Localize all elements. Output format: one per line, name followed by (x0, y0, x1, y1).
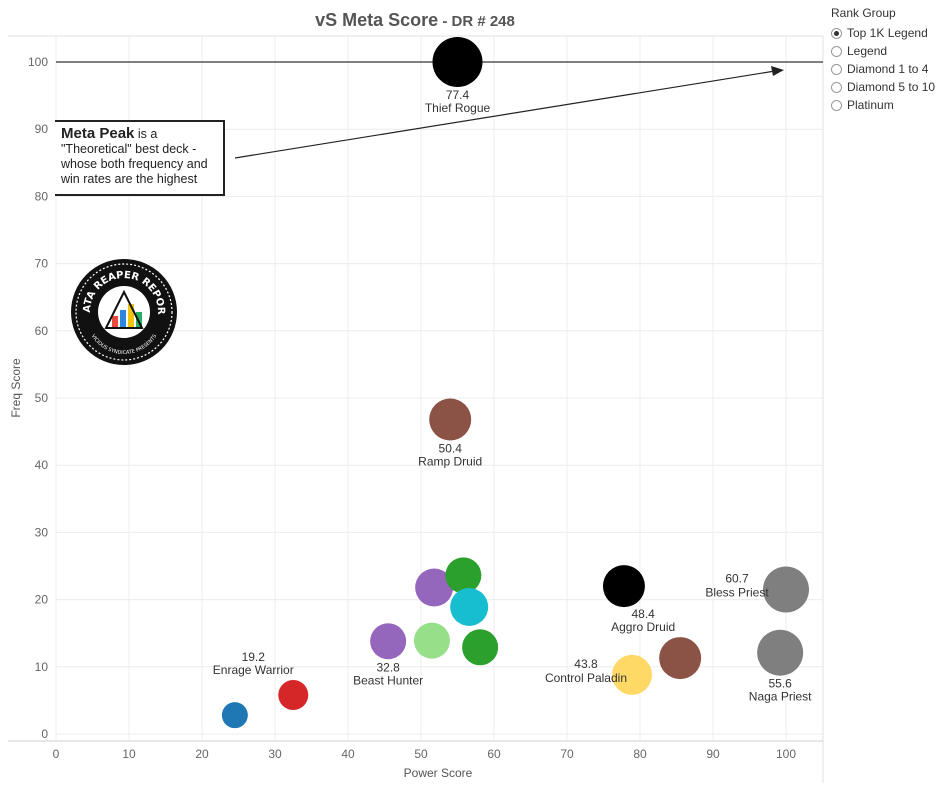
deck-point (659, 637, 702, 680)
y-tick-label: 80 (35, 189, 49, 203)
rank-option-diamond-1-4[interactable]: Diamond 1 to 4 (831, 60, 935, 78)
x-tick-label: 10 (122, 747, 136, 761)
y-tick-label: 20 (35, 593, 49, 607)
y-tick-label: 30 (35, 525, 49, 539)
y-tick-label: 70 (35, 257, 49, 271)
deck-point (445, 557, 482, 594)
radio-icon[interactable] (831, 99, 842, 111)
y-axis-title: Freq Score (9, 358, 23, 418)
rank-group-title: Rank Group (831, 6, 896, 20)
y-tick-label: 10 (35, 660, 49, 674)
point-name-label: Bless Priest (705, 586, 769, 600)
rank-option-label: Legend (847, 44, 888, 58)
rank-group-filter: Rank Group Top 1K Legend Legend Diamond … (831, 6, 935, 114)
radio-icon[interactable] (831, 45, 842, 57)
point-value-label: 43.8 (574, 657, 598, 671)
radio-selected-icon[interactable] (831, 27, 842, 39)
callout-bold: Meta Peak (61, 125, 135, 142)
y-tick-label: 50 (35, 391, 49, 405)
deck-point (429, 398, 472, 441)
point-value-label: 19.2 (242, 650, 266, 664)
point-value-label: 77.4 (446, 88, 470, 102)
point-name-label: Aggro Druid (611, 620, 675, 634)
radio-icon[interactable] (831, 81, 842, 93)
rank-option-label: Platinum (847, 98, 894, 112)
point-name-label: Enrage Warrior (213, 663, 294, 677)
x-tick-label: 30 (268, 747, 282, 761)
callout-arrow-line (234, 70, 776, 159)
point-name-label: Ramp Druid (418, 455, 482, 469)
radio-icon[interactable] (831, 63, 842, 75)
point-value-label: 48.4 (631, 607, 655, 621)
x-tick-label: 100 (776, 747, 796, 761)
rank-option-platinum[interactable]: Platinum (831, 96, 935, 114)
chart-title: vS Meta Score - DR # 248 (0, 10, 830, 31)
x-tick-label: 80 (633, 747, 647, 761)
deck-point (611, 654, 652, 695)
point-name-label: Naga Priest (749, 690, 812, 704)
deck-point (757, 629, 804, 676)
point-name-label: Thief Rogue (425, 101, 491, 115)
rank-option-diamond-5-10[interactable]: Diamond 5 to 10 (831, 78, 935, 96)
callout-text: is a "Theoretical" best deck - whose bot… (61, 127, 208, 186)
point-value-label: 55.6 (768, 677, 792, 691)
rank-option-label: Diamond 5 to 10 (847, 80, 936, 94)
deck-point (415, 568, 454, 607)
y-tick-label: 40 (35, 458, 49, 472)
y-tick-label: 0 (41, 727, 48, 741)
deck-point (370, 623, 407, 660)
chart-subtitle: - DR # 248 (438, 13, 515, 30)
x-tick-label: 50 (414, 747, 428, 761)
deck-point (763, 566, 809, 613)
deck-point (432, 37, 483, 87)
deck-point (221, 702, 248, 729)
x-tick-label: 60 (487, 747, 501, 761)
point-value-label: 50.4 (439, 442, 463, 456)
point-value-label: 60.7 (725, 572, 749, 586)
point-name-label: Beast Hunter (353, 673, 423, 687)
deck-point (602, 565, 645, 608)
x-axis-title: Power Score (404, 766, 473, 780)
rank-option-legend[interactable]: Legend (831, 42, 935, 60)
data-reaper-logo: DATA REAPER REPORT VICIOUS SYNDICATE PRE… (70, 258, 177, 365)
y-tick-label: 100 (28, 55, 48, 69)
point-value-label: 32.8 (376, 660, 400, 674)
meta-peak-callout: Meta Peak is a "Theoretical" best deck -… (55, 120, 225, 196)
deck-point (450, 587, 489, 626)
point-name-label: Control Paladin (545, 671, 627, 685)
y-tick-label: 90 (35, 122, 49, 136)
chart-title-main: vS Meta Score (315, 10, 439, 30)
x-tick-label: 20 (195, 747, 209, 761)
x-tick-label: 0 (53, 747, 60, 761)
callout-arrowhead (771, 66, 784, 76)
rank-option-top-1k-legend[interactable]: Top 1K Legend (831, 24, 935, 42)
x-tick-label: 70 (560, 747, 574, 761)
deck-point (278, 680, 309, 711)
rank-option-label: Top 1K Legend (847, 26, 928, 40)
x-tick-label: 40 (341, 747, 355, 761)
x-tick-label: 90 (706, 747, 720, 761)
deck-point (413, 622, 450, 659)
y-tick-label: 60 (35, 324, 49, 338)
deck-point (462, 629, 499, 666)
rank-option-label: Diamond 1 to 4 (847, 62, 929, 76)
